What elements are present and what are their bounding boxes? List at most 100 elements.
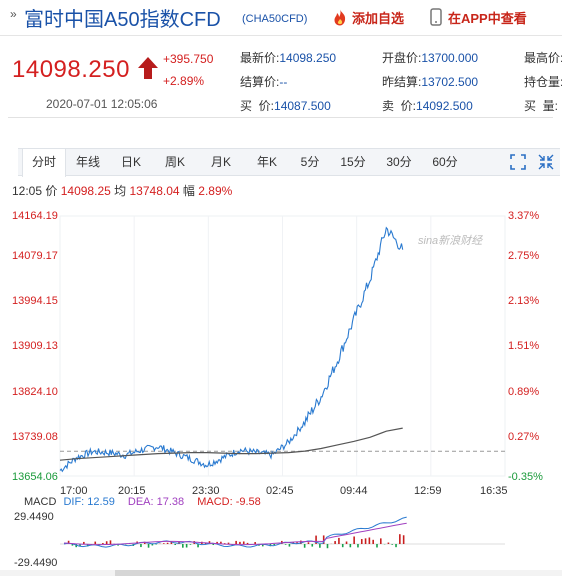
tab-daily-k[interactable]: 日K [120,155,141,169]
phone-icon [430,8,442,26]
quote-divider [8,117,553,118]
field-settle: 结算价:-- [240,75,288,89]
macd-bar [67,540,70,544]
macd-bar [284,544,287,545]
crosshair-info: 12:05 价 14098.25 均 13748.04 幅 2.89% [12,184,233,198]
view-in-app-button[interactable]: 在APP中查看 [430,6,527,28]
pct-tick-label: 2.13% [508,295,540,307]
tab-5min[interactable]: 5分 [300,155,320,169]
macd-bar [239,541,241,544]
macd-bar [338,537,340,544]
collapse-icon[interactable] [538,154,554,170]
tab-year-line[interactable]: 年线 [75,155,100,169]
macd-dea-line [63,522,407,546]
macd-bar [353,536,355,544]
macd-bar [311,544,314,547]
macd-bar [334,541,336,544]
macd-bar [204,542,207,544]
macd-bar [341,544,344,548]
macd-bar [189,544,192,545]
period-tabs: 分时 年线 日K 周K 月K 年K 5分 15分 30分 60分 [18,148,560,177]
macd-bar [319,544,321,548]
macd-bar [182,544,184,548]
macd-bar [303,544,306,548]
scrollbar-track [0,570,562,576]
title-prefix-icon: » [10,7,17,21]
macd-bar [102,543,104,544]
macd-bar [288,544,291,547]
pct-tick-label: 0.89% [508,386,540,398]
macd-bar [216,541,218,544]
field-prev-settle: 昨结算:13702.500 [382,75,479,89]
price-change: +395.750 [163,52,214,66]
macd-bar [174,544,177,546]
tab-intraday[interactable]: 分时 [22,149,66,177]
pct-tick-label: 1.51% [508,340,540,352]
field-last-price: 最新价:14098.250 [240,51,337,65]
macd-bar [246,542,249,544]
macd-bar [395,544,397,548]
macd-y-max: 29.4490 [14,511,54,523]
macd-bar [86,544,89,547]
fullscreen-icon[interactable] [510,154,526,170]
tab-30min[interactable]: 30分 [386,155,412,169]
macd-bar [109,540,112,544]
flame-icon [334,9,346,26]
macd-bar [372,539,374,544]
intraday-chart[interactable] [0,200,562,576]
macd-bar [242,541,245,544]
macd-bar [185,544,188,548]
title-bar: » 富时中国A50指数CFD (CHA50CFD) 添加自选 在APP中查看 [0,0,562,34]
macd-bar [147,544,150,548]
view-in-app-label: 在APP中查看 [448,10,527,26]
x-tick-label: 09:44 [340,485,368,497]
pct-tick-label: -0.35% [508,471,543,483]
macd-bar [379,538,382,544]
x-tick-label: 20:15 [118,485,146,497]
macd-y-min: -29.4490 [14,557,58,569]
price-series-line [59,226,404,473]
macd-bar [261,544,264,547]
macd-bar [345,541,348,544]
macd-bar [273,544,275,545]
macd-bar [227,542,230,544]
tab-yearly-k[interactable]: 年K [256,155,277,169]
y-tick-label: 14079.17 [12,250,58,262]
field-high: 最高价: [524,51,562,65]
x-tick-label: 23:30 [192,485,220,497]
scrollbar-thumb [115,570,240,576]
tab-60min[interactable]: 60分 [432,155,458,169]
chart-canvas [0,215,562,576]
tab-15min[interactable]: 15分 [340,155,366,169]
avg-series-line [59,427,403,461]
macd-bar [223,543,226,544]
macd-bar [364,538,367,544]
symbol-code: (CHA50CFD) [242,13,308,25]
field-open: 开盘价:13700.000 [382,51,479,65]
y-tick-label: 14164.19 [12,210,58,222]
y-tick-label: 13824.10 [12,386,58,398]
tab-monthly-k[interactable]: 月K [210,155,231,169]
macd-bar [322,535,325,544]
y-tick-label: 13994.15 [12,295,58,307]
header-divider [0,35,562,36]
sina-watermark: sina新浪财经 [418,235,483,247]
macd-bar [71,544,74,546]
pct-tick-label: 2.75% [508,250,540,262]
tab-weekly-k[interactable]: 周K [164,155,185,169]
price-change-pct: +2.89% [163,74,205,88]
macd-bar [391,544,394,545]
y-tick-label: 13739.08 [12,431,58,443]
macd-bar [83,541,85,544]
macd-bar [212,544,215,546]
macd-bar [151,544,154,546]
macd-bar [162,543,165,544]
macd-header: MACD DIF: 12.59 DEA: 17.38 MACD: -9.58 [24,496,261,508]
macd-bar [300,540,302,544]
up-arrow-icon [138,57,158,79]
add-watchlist-button[interactable]: 添加自选 [332,6,404,28]
macd-bar [220,541,222,544]
macd-bar [368,537,371,544]
quote-timestamp: 2020-07-01 12:05:06 [46,97,158,111]
macd-bar [105,541,108,544]
